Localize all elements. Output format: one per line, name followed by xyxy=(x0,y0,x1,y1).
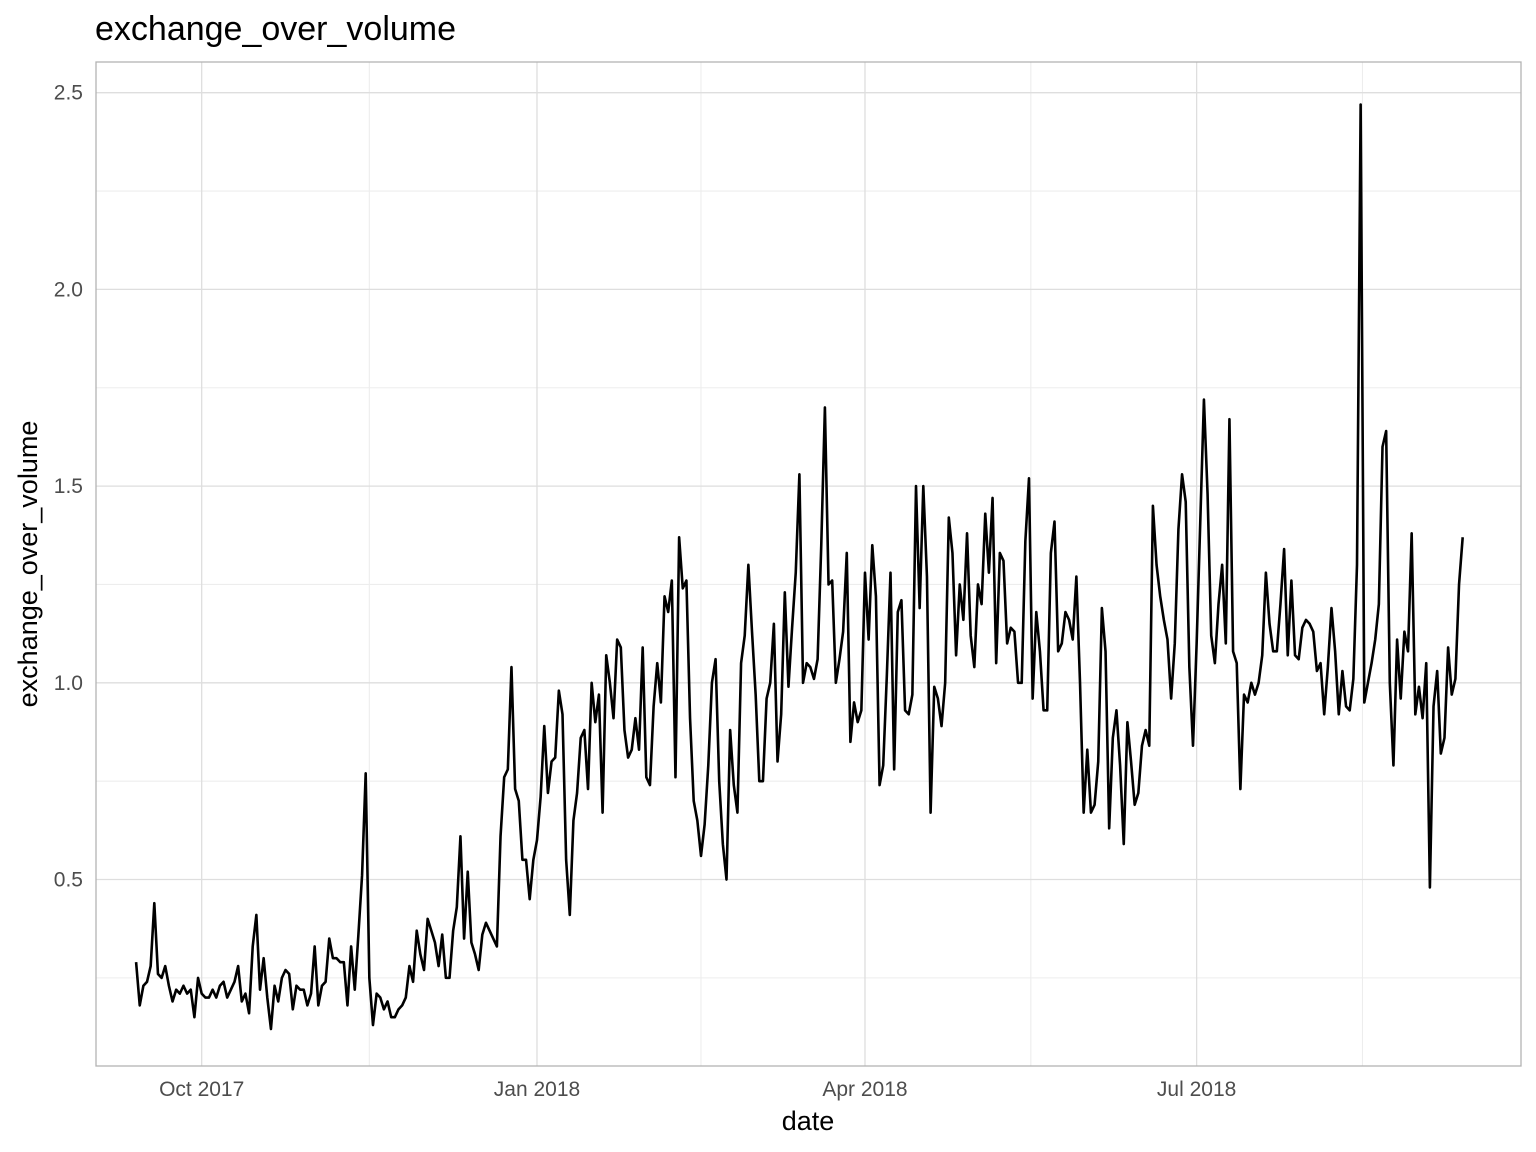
x-axis-title: date xyxy=(782,1106,835,1136)
major-gridlines xyxy=(96,62,1521,1066)
y-tick-label: 1.5 xyxy=(54,475,83,498)
x-tick-label: Apr 2018 xyxy=(822,1078,907,1101)
plot-panel-border xyxy=(95,61,1522,1067)
y-tick-label: 1.0 xyxy=(54,672,83,695)
y-tick-label: 2.5 xyxy=(54,82,83,105)
y-axis-title: exchange_over_volume xyxy=(13,421,43,708)
minor-gridlines xyxy=(96,62,1521,1066)
y-axis-tick-labels: 0.5 1.0 1.5 2.0 2.5 xyxy=(54,82,83,892)
x-tick-label: Oct 2017 xyxy=(159,1078,244,1101)
x-tick-label: Jan 2018 xyxy=(494,1078,580,1101)
series-line xyxy=(134,103,1464,1031)
y-tick-label: 2.0 xyxy=(54,278,83,301)
x-tick-label: Jul 2018 xyxy=(1157,1078,1236,1101)
series-layer xyxy=(134,103,1464,1031)
y-tick-label: 0.5 xyxy=(54,869,83,892)
chart-title: exchange_over_volume xyxy=(95,10,456,48)
x-axis-tick-labels: Oct 2017 Jan 2018 Apr 2018 Jul 2018 xyxy=(159,1078,1236,1101)
